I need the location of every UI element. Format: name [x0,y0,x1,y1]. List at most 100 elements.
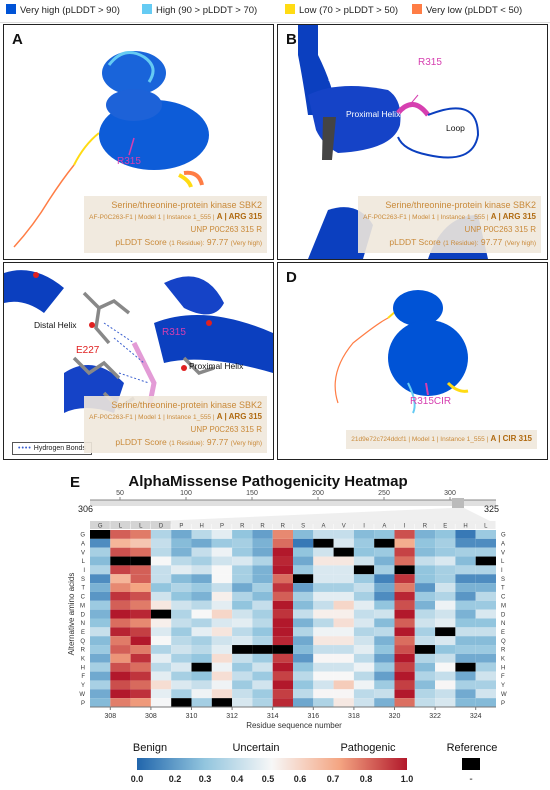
legend-label: Low (70 > pLDDT > 50) [299,5,399,16]
heatmap-cell [110,662,131,672]
y-tick-label: Y [501,683,505,689]
heatmap-cell [353,671,375,681]
heatmap-cell [272,698,293,707]
heatmap-cell [272,662,293,672]
c-term-coil [183,170,204,186]
heatmap-cell [110,591,131,601]
heatmap-cell [90,689,111,699]
protein-structure-d [334,290,469,414]
panel-letter-e: E [70,474,81,491]
heatmap-cell [110,689,131,699]
heatmap-cell [90,547,111,557]
heatmap-cell [414,618,436,628]
heatmap-cell [475,689,496,699]
heatmap-cell [394,583,415,592]
heatmap-reference-cell [353,565,375,575]
heatmap-cell [455,556,476,566]
heatmap-cell [414,583,436,592]
heatmap-cell [475,680,496,690]
helix-shadow [322,117,336,160]
heatmap-cell [90,680,111,690]
heatmap-cell [191,636,212,646]
heatmap-cell [150,671,172,681]
heatmap-cell [252,671,273,681]
heatmap-cell [394,662,415,672]
heatmap-cell [272,574,293,584]
heatmap-cell [191,583,212,592]
heatmap-cell [130,600,151,610]
score-label: pLDDT Score [115,237,167,247]
heatmap-cell [333,689,354,699]
y-tick-label: A [81,541,85,547]
heatmap-cell [313,636,334,646]
heatmap-cell [110,618,131,628]
heatmap-cell [171,583,192,592]
heatmap-cell [110,565,131,575]
heatmap-cell [252,530,273,539]
overview-tick-label: 300 [444,490,456,497]
heatmap-cell [293,600,314,610]
heatmap-cell [353,680,375,690]
colorbar-pathogenic: Pathogenic [340,742,396,754]
heatmap-cell [191,645,212,654]
oxygen-atom [181,365,187,371]
heatmap-cell [414,556,436,566]
end-residue: 325 [484,504,499,514]
legend-swatch [6,4,16,14]
y-tick-label: F [501,674,505,680]
heatmap-cell [475,583,496,592]
heatmap-cell [475,538,496,548]
reference-cell [414,521,435,529]
heatmap-cell [90,556,111,566]
legend-low: Low (70 > pLDDT > 50) [285,4,398,16]
heatmap-cell [414,653,436,663]
c-lobe [388,320,468,396]
chain-residue: A | CIR 315 [490,434,532,443]
heatmap-cell [150,636,172,646]
heatmap-cell [150,645,172,654]
reference-residue-label: H [199,524,203,530]
distal-helix-ribbon [4,270,64,313]
high-loop [407,382,416,414]
heatmap-cell [313,591,334,601]
reference-residue-label: H [463,524,467,530]
score-sub: (1 Residue): [169,240,205,247]
heatmap-cell [414,547,436,557]
reference-residue-label: A [382,524,386,530]
heatmap-cell [110,547,131,557]
heatmap-cell [211,662,233,672]
heatmap-cell [150,653,172,663]
heatmap-cell [394,609,415,619]
heatmap-reference-cell [90,530,111,539]
heatmap-cell [150,618,172,628]
proximal-helix-label: Proximal Helix [189,361,244,371]
heatmap-cell [150,591,172,601]
heatmap-cell [353,574,375,584]
x-tick-label: 314 [267,713,279,720]
heatmap-cell [313,600,334,610]
heatmap-cell [191,600,212,610]
protein-name: Serine/threonine-protein kinase SBK2 [385,200,536,210]
heatmap-cell [130,671,151,681]
info-box: Serine/threonine-protein kinase SBK2 AF-… [84,396,267,453]
heatmap-cell [455,689,476,699]
heatmap-cell [211,680,233,690]
heatmap-cell [150,662,172,672]
reference-cell [90,521,110,529]
model-line: AF-P0C263-F1 | Model 1 | Instance 1_555 … [89,414,215,421]
reference-cell [313,521,334,529]
heatmap-cell [475,565,496,575]
heatmap-reference-cell [272,645,293,654]
r315-arrow [128,137,135,156]
y-tick-label: G [80,533,85,539]
heatmap-cell [272,556,293,566]
c-term-helix [178,173,193,188]
heatmap-cell [435,662,456,672]
heatmap-cell [232,556,253,566]
heatmap-cell [475,609,496,619]
heatmap-cell [374,645,395,654]
n-lobe [393,290,443,326]
heatmap-cell [333,627,354,637]
heatmap-cell [333,671,354,681]
